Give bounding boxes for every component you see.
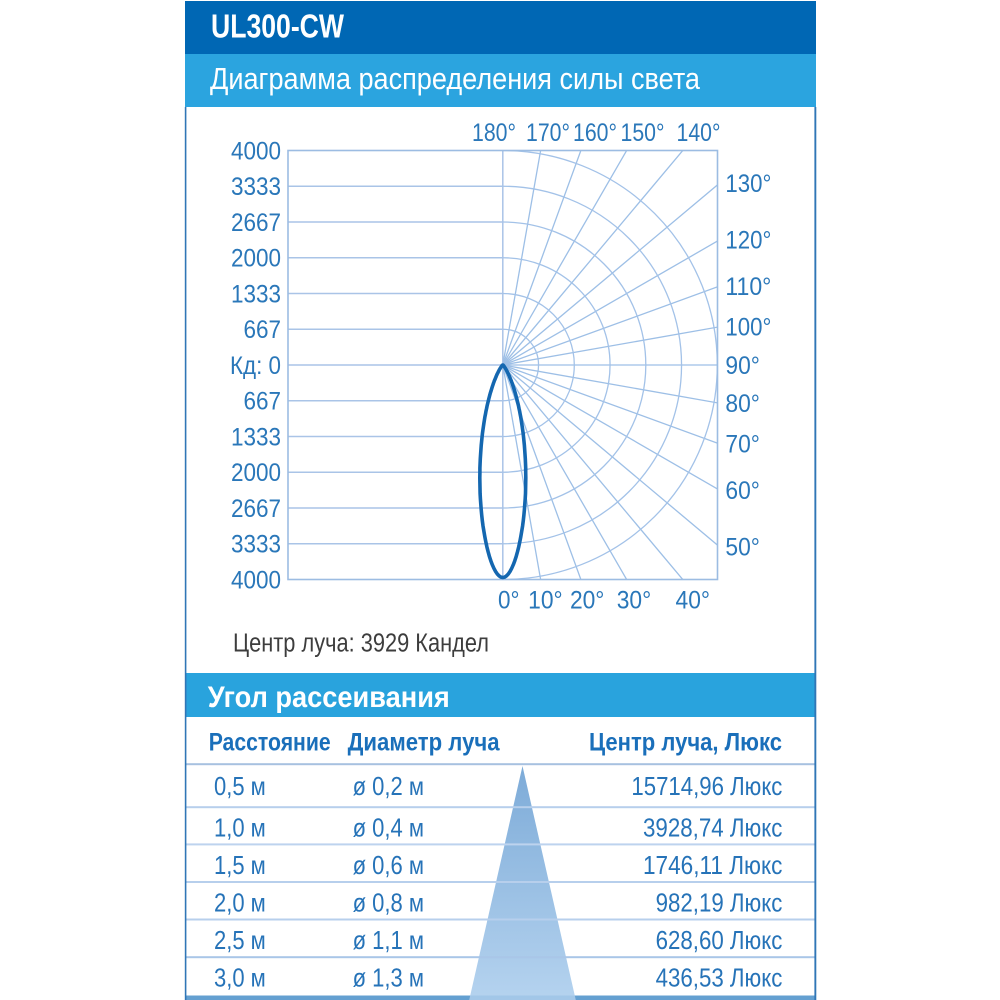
svg-text:ø 1,1 м: ø 1,1 м bbox=[353, 925, 424, 955]
svg-text:150°: 150° bbox=[621, 119, 665, 147]
svg-text:436,53 Люкс: 436,53 Люкс bbox=[656, 962, 783, 992]
svg-text:1333: 1333 bbox=[231, 423, 281, 451]
svg-text:160°: 160° bbox=[573, 119, 617, 147]
svg-text:Расстояние: Расстояние bbox=[209, 728, 331, 756]
svg-text:180°: 180° bbox=[472, 119, 516, 147]
svg-text:982,19 Люкс: 982,19 Люкс bbox=[656, 888, 783, 918]
svg-text:ø 0,4 м: ø 0,4 м bbox=[353, 813, 424, 843]
svg-text:4000: 4000 bbox=[231, 137, 281, 165]
svg-text:UL300-CW: UL300-CW bbox=[211, 9, 344, 46]
svg-text:2000: 2000 bbox=[231, 459, 281, 487]
svg-text:ø 0,6 м: ø 0,6 м bbox=[353, 850, 424, 880]
svg-text:80°: 80° bbox=[725, 390, 760, 418]
svg-text:2,0 м: 2,0 м bbox=[214, 888, 266, 918]
svg-text:Центр луча: 3929 Кандел: Центр луча: 3929 Кандел bbox=[233, 630, 489, 658]
svg-text:50°: 50° bbox=[725, 534, 760, 562]
svg-text:170°: 170° bbox=[526, 119, 570, 147]
svg-text:Угол рассеивания: Угол рассеивания bbox=[208, 681, 450, 714]
svg-text:130°: 130° bbox=[725, 170, 771, 198]
svg-text:15714,96 Люкс: 15714,96 Люкс bbox=[631, 771, 782, 801]
svg-text:70°: 70° bbox=[725, 431, 760, 459]
svg-text:Диаграмма распределения силы с: Диаграмма распределения силы света bbox=[210, 61, 701, 96]
svg-text:628,60 Люкс: 628,60 Люкс bbox=[656, 925, 783, 955]
svg-text:0°: 0° bbox=[498, 587, 520, 615]
svg-text:40°: 40° bbox=[676, 587, 711, 615]
svg-text:1,5 м: 1,5 м bbox=[214, 850, 266, 880]
svg-text:2667: 2667 bbox=[231, 495, 281, 523]
svg-text:Диаметр луча: Диаметр луча bbox=[348, 728, 501, 756]
svg-text:90°: 90° bbox=[725, 352, 760, 380]
svg-text:Кд: 0: Кд: 0 bbox=[230, 352, 281, 380]
svg-text:2,5 м: 2,5 м bbox=[214, 925, 266, 955]
svg-text:3,0 м: 3,0 м bbox=[214, 962, 266, 992]
svg-text:4000: 4000 bbox=[231, 566, 281, 594]
svg-text:ø 1,3 м: ø 1,3 м bbox=[353, 962, 424, 992]
svg-text:3333: 3333 bbox=[231, 173, 281, 201]
svg-text:ø 0,2 м: ø 0,2 м bbox=[353, 771, 424, 801]
svg-text:120°: 120° bbox=[725, 227, 771, 255]
svg-text:100°: 100° bbox=[725, 314, 771, 342]
svg-text:3928,74 Люкс: 3928,74 Люкс bbox=[643, 813, 782, 843]
svg-text:20°: 20° bbox=[570, 587, 605, 615]
svg-text:0,5 м: 0,5 м bbox=[214, 771, 266, 801]
svg-text:2667: 2667 bbox=[231, 209, 281, 237]
svg-text:110°: 110° bbox=[725, 273, 771, 301]
svg-text:3333: 3333 bbox=[231, 531, 281, 559]
svg-text:2000: 2000 bbox=[231, 245, 281, 273]
svg-text:60°: 60° bbox=[725, 477, 760, 505]
svg-text:140°: 140° bbox=[677, 119, 721, 147]
svg-text:Центр луча, Люкс: Центр луча, Люкс bbox=[589, 728, 782, 756]
svg-text:30°: 30° bbox=[617, 587, 652, 615]
svg-text:10°: 10° bbox=[528, 587, 563, 615]
svg-text:667: 667 bbox=[244, 316, 282, 344]
svg-text:1,0 м: 1,0 м bbox=[214, 813, 266, 843]
svg-text:667: 667 bbox=[244, 388, 282, 416]
svg-text:1333: 1333 bbox=[231, 280, 281, 308]
svg-text:1746,11 Люкс: 1746,11 Люкс bbox=[643, 850, 782, 880]
svg-text:ø 0,8 м: ø 0,8 м bbox=[353, 888, 424, 918]
